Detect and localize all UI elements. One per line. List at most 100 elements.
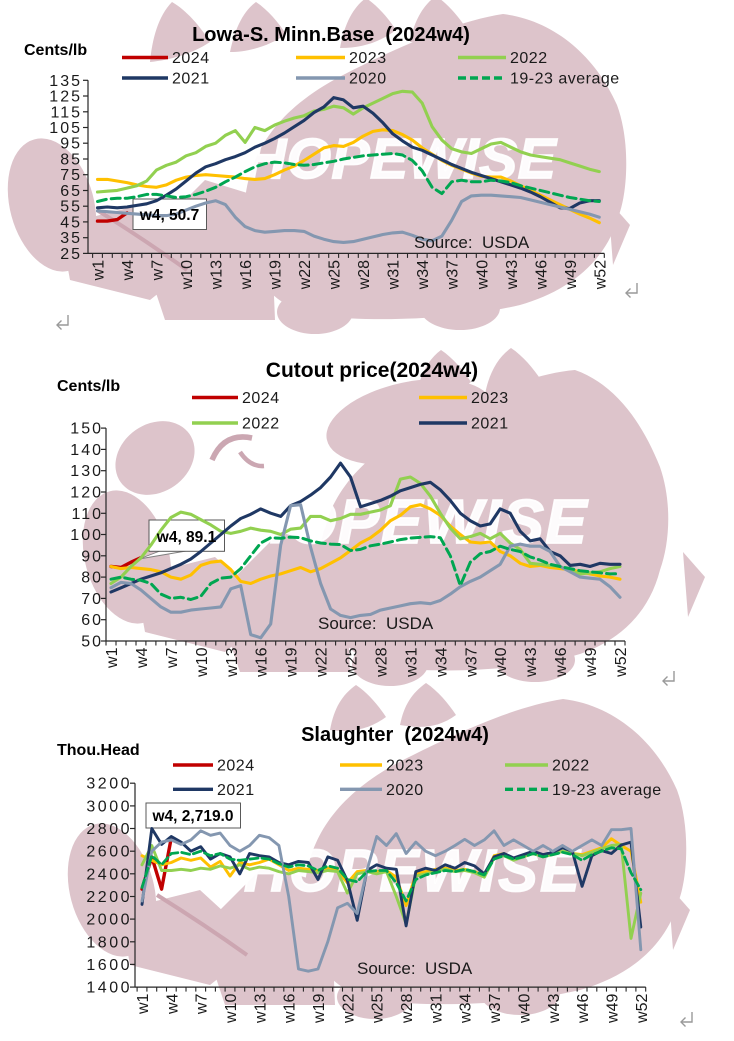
svg-text:19-23 average: 19-23 average (552, 782, 662, 799)
svg-text:w28: w28 (374, 647, 391, 677)
svg-text:130: 130 (70, 463, 103, 480)
svg-text:95: 95 (60, 136, 82, 153)
svg-text:w28: w28 (399, 994, 416, 1024)
svg-text:w4: w4 (164, 993, 181, 1015)
svg-text:w7: w7 (164, 647, 181, 669)
svg-text:w49: w49 (563, 260, 580, 290)
svg-text:150: 150 (70, 421, 103, 438)
svg-text:w43: w43 (504, 260, 521, 290)
svg-text:w43: w43 (546, 994, 563, 1024)
svg-text:115: 115 (50, 104, 82, 121)
svg-text:w43: w43 (523, 647, 540, 677)
svg-text:w28: w28 (356, 260, 373, 290)
svg-text:w25: w25 (344, 647, 361, 677)
svg-text:1800: 1800 (86, 934, 132, 951)
svg-text:Source: USDA: Source: USDA (318, 614, 434, 633)
svg-text:w37: w37 (445, 260, 462, 290)
svg-text:w52: w52 (613, 647, 630, 677)
svg-text:w10: w10 (194, 647, 211, 677)
svg-text:80: 80 (81, 570, 103, 587)
svg-text:2023: 2023 (386, 758, 424, 775)
svg-text:2021: 2021 (471, 416, 509, 433)
svg-text:w13: w13 (209, 260, 226, 290)
svg-text:3200: 3200 (86, 776, 132, 793)
svg-text:w19: w19 (268, 260, 285, 290)
svg-text:Source: USDA: Source: USDA (357, 959, 473, 978)
svg-text:w4, 2,719.0: w4, 2,719.0 (151, 808, 233, 825)
svg-text:105: 105 (49, 120, 82, 137)
svg-text:w25: w25 (370, 994, 387, 1024)
svg-text:1400: 1400 (86, 980, 132, 997)
svg-text:Source: USDA: Source: USDA (414, 233, 530, 252)
svg-text:70: 70 (81, 591, 103, 608)
svg-text:2024: 2024 (217, 758, 255, 775)
svg-text:w49: w49 (583, 647, 600, 677)
svg-text:w22: w22 (340, 994, 357, 1024)
svg-text:35: 35 (60, 230, 82, 247)
svg-text:90: 90 (81, 548, 103, 565)
svg-text:w16: w16 (254, 647, 271, 677)
svg-text:w25: w25 (327, 260, 344, 290)
svg-text:1600: 1600 (86, 957, 132, 974)
svg-text:2000: 2000 (86, 912, 132, 929)
svg-text:w4, 50.7: w4, 50.7 (139, 207, 199, 224)
svg-text:2023: 2023 (471, 390, 509, 407)
svg-text:2024: 2024 (242, 390, 280, 407)
svg-text:2400: 2400 (86, 866, 132, 883)
svg-text:140: 140 (70, 442, 103, 459)
svg-text:w4: w4 (120, 260, 137, 282)
svg-text:HOPEWISE: HOPEWISE (245, 127, 558, 191)
svg-text:2600: 2600 (86, 844, 132, 861)
svg-text:w37: w37 (487, 994, 504, 1024)
svg-text:50: 50 (81, 634, 103, 651)
svg-text:Cutout price(2024w4): Cutout price(2024w4) (266, 359, 478, 382)
svg-text:w40: w40 (516, 994, 533, 1024)
svg-text:Cents/lb: Cents/lb (57, 378, 120, 395)
svg-text:2021: 2021 (172, 71, 210, 88)
svg-text:3000: 3000 (86, 798, 132, 815)
svg-text:2022: 2022 (510, 50, 548, 67)
svg-text:120: 120 (70, 485, 103, 502)
svg-text:85: 85 (60, 152, 82, 169)
svg-text:w46: w46 (533, 260, 550, 290)
svg-text:w7: w7 (150, 260, 167, 282)
svg-text:w40: w40 (474, 260, 491, 290)
svg-text:Lowa-S. Minn.Base (2024w4): Lowa-S. Minn.Base (2024w4) (192, 24, 470, 46)
svg-text:2020: 2020 (349, 71, 387, 88)
svg-text:w22: w22 (314, 647, 331, 677)
svg-text:135: 135 (49, 73, 82, 90)
svg-text:w31: w31 (428, 994, 445, 1024)
svg-text:w10: w10 (179, 260, 196, 290)
svg-text:w37: w37 (463, 647, 480, 677)
svg-text:w1: w1 (91, 260, 108, 282)
svg-text:19-23 average: 19-23 average (510, 71, 620, 88)
svg-text:2200: 2200 (86, 889, 132, 906)
svg-text:Slaughter (2024w4): Slaughter (2024w4) (301, 724, 489, 746)
svg-text:w10: w10 (223, 994, 240, 1024)
svg-text:w4: w4 (134, 647, 151, 669)
svg-text:60: 60 (81, 612, 103, 629)
svg-text:w16: w16 (238, 260, 255, 290)
svg-text:w4, 89.1: w4, 89.1 (156, 529, 217, 546)
svg-text:w34: w34 (458, 994, 475, 1024)
svg-text:w40: w40 (493, 647, 510, 677)
svg-text:125: 125 (49, 89, 82, 106)
svg-text:Cents/lb: Cents/lb (24, 42, 87, 59)
svg-text:w19: w19 (284, 647, 301, 677)
svg-text:55: 55 (60, 199, 82, 216)
svg-text:2022: 2022 (552, 758, 590, 775)
svg-text:25: 25 (60, 246, 82, 263)
svg-text:65: 65 (60, 183, 82, 200)
svg-text:2021: 2021 (217, 782, 255, 799)
svg-text:w34: w34 (415, 260, 432, 290)
svg-text:2800: 2800 (86, 821, 132, 838)
svg-text:w49: w49 (604, 994, 621, 1024)
svg-text:w13: w13 (224, 647, 241, 677)
svg-text:w19: w19 (311, 994, 328, 1024)
svg-text:2020: 2020 (386, 782, 424, 799)
svg-text:100: 100 (70, 527, 103, 544)
svg-text:w7: w7 (194, 993, 211, 1015)
svg-text:w52: w52 (592, 260, 609, 290)
svg-text:w1: w1 (104, 647, 121, 669)
svg-text:2022: 2022 (242, 416, 280, 433)
